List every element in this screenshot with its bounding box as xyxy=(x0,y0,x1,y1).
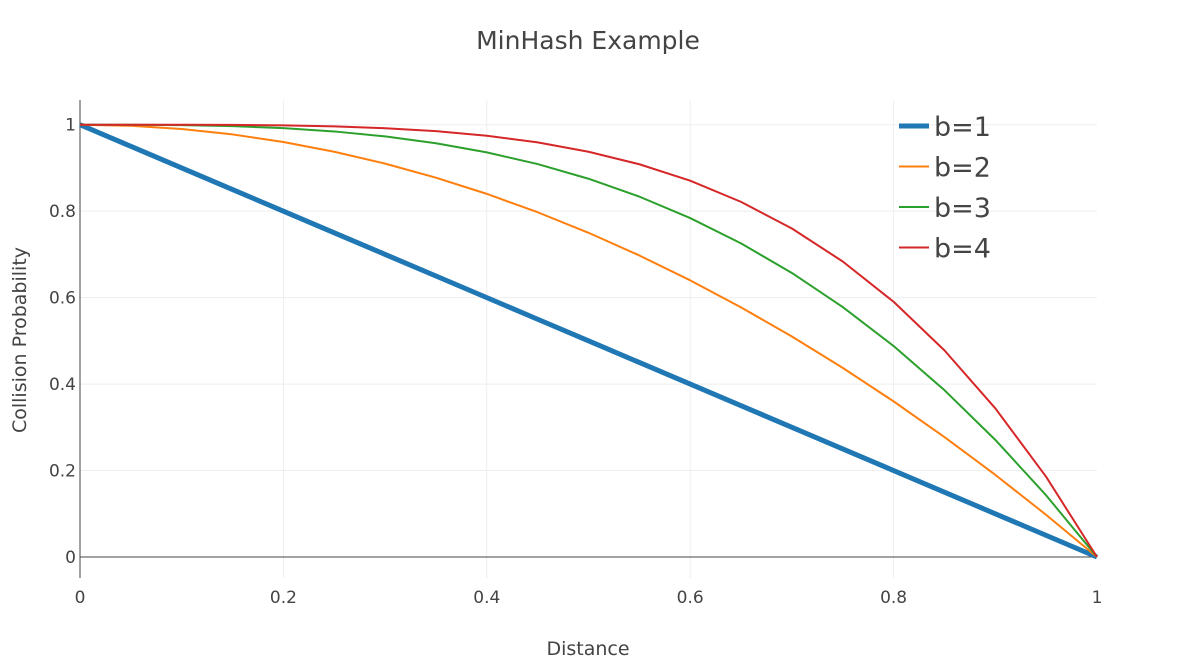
legend-item-b-2[interactable]: b=2 xyxy=(899,153,991,184)
y-axis-title: Collision Probability xyxy=(9,247,31,433)
y-tick-label: 1 xyxy=(65,116,76,136)
series-line-b-4 xyxy=(80,123,1098,558)
x-tick-label: 0.4 xyxy=(473,588,500,608)
legend-item-b-3[interactable]: b=3 xyxy=(899,193,991,224)
y-tick-label: 0.4 xyxy=(49,375,76,395)
legend-item-b-1[interactable]: b=1 xyxy=(899,112,991,143)
y-tick-label: 0.6 xyxy=(49,289,76,309)
y-tick-label: 0.2 xyxy=(49,462,76,482)
x-tick-label: 0.6 xyxy=(677,588,704,608)
legend-label: b=3 xyxy=(934,193,991,224)
x-tick-label: 0.8 xyxy=(880,588,907,608)
series-line-b-1 xyxy=(79,122,1098,560)
y-tick-label: 0.8 xyxy=(49,202,76,222)
x-axis-title: Distance xyxy=(546,638,629,660)
chart-title: MinHash Example xyxy=(476,26,700,55)
legend[interactable]: b=1 b=2 b=3 b=4 xyxy=(899,112,991,265)
series-line-b-2 xyxy=(79,123,1098,558)
x-tick-label: 0 xyxy=(75,588,86,608)
x-tick-label: 1 xyxy=(1092,588,1103,608)
legend-label: b=4 xyxy=(934,234,991,265)
x-tick-label: 0.2 xyxy=(270,588,297,608)
axes xyxy=(79,100,1097,578)
plot-area xyxy=(79,122,1098,560)
legend-item-b-4[interactable]: b=4 xyxy=(899,234,991,265)
series-line-b-3 xyxy=(79,123,1098,558)
legend-label: b=2 xyxy=(934,153,991,184)
y-tick-label: 0 xyxy=(65,548,76,568)
tick-labels: 0 0.2 0.4 0.6 0.8 1 0 0.2 0.4 0.6 0.8 1 xyxy=(49,116,1102,608)
legend-label: b=1 xyxy=(934,112,991,143)
